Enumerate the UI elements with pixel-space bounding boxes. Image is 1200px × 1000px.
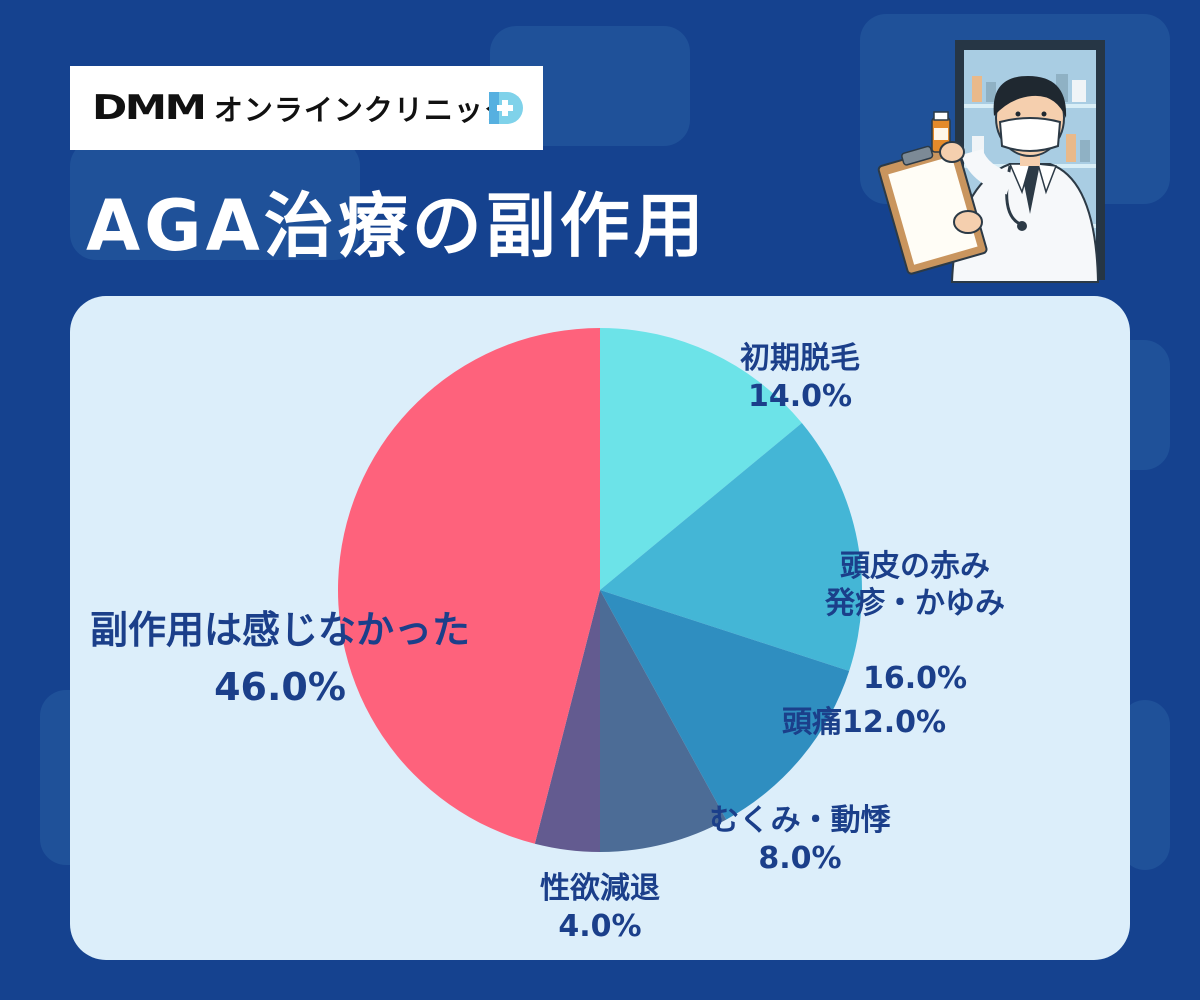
slice-value: 14.0%: [747, 378, 853, 414]
slice-label-initial-hair-loss: 初期脱毛 14.0%: [740, 340, 860, 415]
slice-value: 8.0%: [758, 840, 842, 876]
slice-name: 頭痛: [782, 705, 842, 740]
slice-label-scalp-redness: 頭皮の赤み 発疹・かゆみ 16.0%: [825, 510, 1005, 735]
slice-label-headache: 頭痛12.0%: [782, 704, 946, 742]
slice-name: 性欲減退: [540, 871, 660, 906]
slice-value: 46.0%: [214, 665, 346, 709]
slice-value: 12.0%: [842, 705, 947, 740]
slice-label-libido-loss: 性欲減退 4.0%: [540, 870, 660, 945]
dmm-online-clinic-logo: DMM オンラインクリニック: [70, 66, 543, 150]
slice-label-swelling-palpitations: むくみ・動悸 8.0%: [709, 802, 890, 877]
logo-brand: DMM: [92, 88, 207, 128]
pie-slice-scalp-redness: [600, 422, 862, 671]
pie-slice-no-side-effects: [338, 328, 600, 844]
background-bubble: [70, 140, 360, 260]
pie-slice-initial-hair-loss: [600, 328, 802, 590]
clinic-plus-icon: [489, 92, 523, 124]
slice-name: むくみ・動悸: [709, 803, 891, 838]
slice-name: 頭皮の赤み 発疹・かゆみ: [825, 548, 1005, 622]
slice-value: 16.0%: [862, 661, 968, 696]
slice-label-no-side-effects: 副作用は感じなかった 46.0%: [90, 602, 470, 716]
pie-slice-headache: [600, 590, 850, 820]
pie-slice-libido-loss: [534, 590, 600, 852]
logo-service-name: オンラインクリニック: [213, 93, 514, 127]
chart-panel: 初期脱毛 14.0% 頭皮の赤み 発疹・かゆみ 16.0% 頭痛12.0% むく…: [70, 296, 1130, 960]
pie-slice-swelling-palpitations: [600, 590, 727, 852]
slice-name: 初期脱毛: [740, 341, 860, 376]
slice-name: 副作用は感じなかった: [89, 608, 471, 652]
pie-chart: [338, 328, 862, 852]
page-title: AGA治療の副作用: [86, 185, 708, 267]
doctor-illustration: [877, 40, 1105, 283]
slice-value: 4.0%: [558, 908, 642, 944]
